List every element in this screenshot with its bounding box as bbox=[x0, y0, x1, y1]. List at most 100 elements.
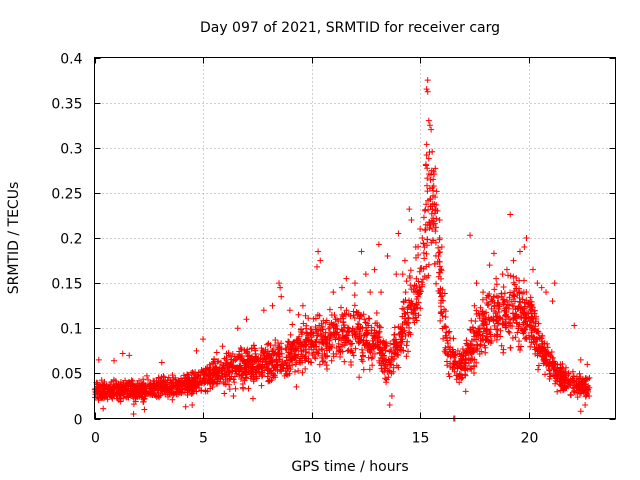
data-point bbox=[542, 353, 549, 360]
data-point bbox=[92, 391, 99, 398]
data-point bbox=[347, 341, 354, 348]
data-point bbox=[236, 348, 243, 355]
data-point bbox=[518, 343, 525, 350]
data-point bbox=[316, 361, 323, 368]
data-point bbox=[206, 367, 213, 374]
data-point bbox=[143, 372, 150, 379]
data-point bbox=[507, 211, 514, 218]
data-point bbox=[417, 225, 424, 232]
data-point bbox=[365, 354, 372, 361]
data-point bbox=[438, 267, 445, 274]
data-point bbox=[496, 308, 503, 315]
data-point bbox=[382, 365, 389, 372]
data-point bbox=[494, 326, 501, 333]
data-point bbox=[291, 351, 298, 358]
data-point bbox=[289, 321, 296, 328]
data-point bbox=[292, 352, 299, 359]
data-point bbox=[459, 374, 466, 381]
data-point bbox=[413, 295, 420, 302]
data-point bbox=[367, 349, 374, 356]
data-point bbox=[518, 314, 525, 321]
data-point bbox=[248, 345, 255, 352]
data-point bbox=[358, 356, 365, 363]
data-point bbox=[435, 273, 442, 280]
data-point bbox=[562, 364, 569, 371]
data-point bbox=[201, 372, 208, 379]
data-point bbox=[189, 401, 196, 408]
data-point bbox=[403, 278, 410, 285]
data-point bbox=[498, 290, 505, 297]
data-point bbox=[428, 167, 435, 174]
data-point bbox=[302, 357, 309, 364]
data-point bbox=[577, 356, 584, 363]
data-point bbox=[394, 342, 401, 349]
data-point bbox=[368, 346, 375, 353]
data-point bbox=[230, 376, 237, 383]
data-point bbox=[129, 386, 136, 393]
data-point bbox=[464, 349, 471, 356]
data-point bbox=[432, 194, 439, 201]
data-point bbox=[351, 331, 358, 338]
data-point bbox=[283, 346, 290, 353]
data-point bbox=[120, 389, 127, 396]
data-point bbox=[366, 366, 373, 373]
x-tick-label: 10 bbox=[304, 431, 322, 447]
data-point bbox=[538, 284, 545, 291]
data-point bbox=[192, 369, 199, 376]
data-point bbox=[383, 343, 390, 350]
data-point bbox=[507, 289, 514, 296]
data-point bbox=[343, 332, 350, 339]
data-point bbox=[480, 289, 487, 296]
data-point bbox=[318, 354, 325, 361]
data-point bbox=[423, 201, 430, 208]
data-point bbox=[385, 367, 392, 374]
data-point bbox=[386, 401, 393, 408]
data-point bbox=[436, 216, 443, 223]
data-point bbox=[498, 342, 505, 349]
data-point bbox=[535, 362, 542, 369]
data-point bbox=[226, 381, 233, 388]
data-point bbox=[264, 373, 271, 380]
data-point bbox=[420, 214, 427, 221]
data-point bbox=[314, 263, 321, 270]
data-point bbox=[426, 219, 433, 226]
data-point bbox=[403, 353, 410, 360]
data-point bbox=[476, 351, 483, 358]
data-point bbox=[427, 203, 434, 210]
data-point bbox=[473, 359, 480, 366]
data-point bbox=[391, 324, 398, 331]
data-point bbox=[436, 258, 443, 265]
data-point bbox=[388, 359, 395, 366]
data-point bbox=[242, 369, 249, 376]
data-point bbox=[413, 254, 420, 261]
data-point bbox=[523, 297, 530, 304]
data-point bbox=[259, 347, 266, 354]
data-point bbox=[429, 184, 436, 191]
data-point bbox=[476, 312, 483, 319]
data-point bbox=[510, 279, 517, 286]
data-point bbox=[300, 320, 307, 327]
data-point bbox=[486, 329, 493, 336]
data-point bbox=[392, 347, 399, 354]
data-point bbox=[117, 390, 124, 397]
data-point bbox=[297, 326, 304, 333]
data-point bbox=[389, 356, 396, 363]
data-point bbox=[373, 310, 380, 317]
data-point bbox=[310, 342, 317, 349]
data-point bbox=[396, 332, 403, 339]
data-point bbox=[368, 324, 375, 331]
y-tick-labels: 0 0.05 0.1 0.15 0.2 0.25 0.3 0.35 0.4 bbox=[51, 52, 82, 429]
data-point bbox=[362, 271, 369, 278]
data-point bbox=[140, 380, 147, 387]
data-point bbox=[227, 353, 234, 360]
data-point bbox=[549, 360, 556, 367]
data-point bbox=[423, 86, 430, 93]
y-tick-label: 0.2 bbox=[60, 232, 82, 248]
data-point bbox=[119, 350, 126, 357]
data-point bbox=[486, 317, 493, 324]
data-point bbox=[371, 266, 378, 273]
data-point bbox=[493, 317, 500, 324]
data-point bbox=[432, 207, 439, 214]
data-point bbox=[474, 342, 481, 349]
data-point bbox=[388, 353, 395, 360]
